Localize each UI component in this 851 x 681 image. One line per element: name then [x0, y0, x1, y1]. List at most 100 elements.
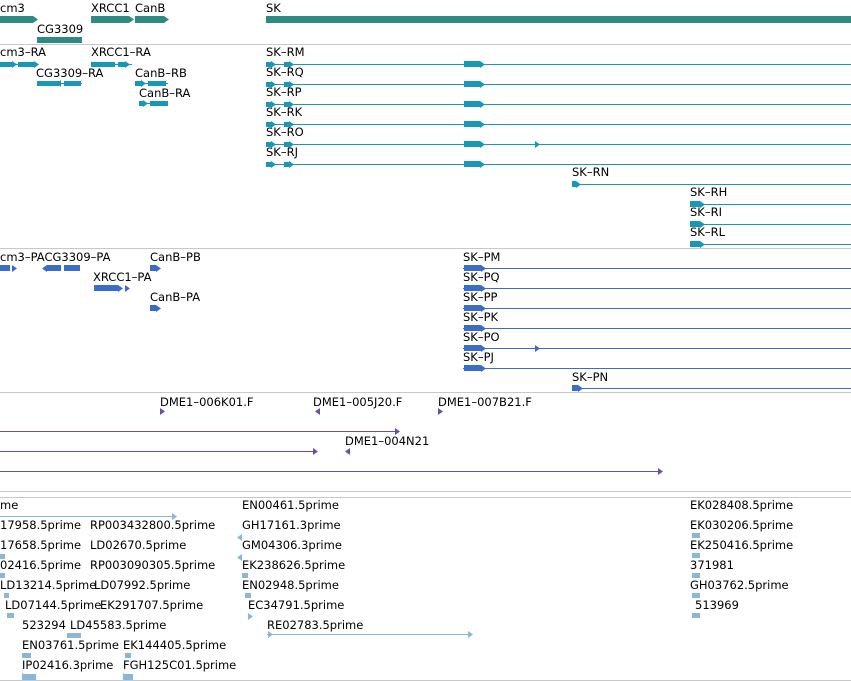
exon-block[interactable] [266, 102, 271, 107]
exon-block[interactable] [464, 81, 480, 87]
gene-label[interactable]: CanB [135, 1, 166, 15]
exon-block[interactable] [245, 593, 251, 598]
est-label[interactable]: GM04306.3prime [242, 538, 342, 552]
exon-block[interactable] [690, 241, 700, 247]
est-label[interactable]: EN03761.5prime [22, 638, 119, 652]
exon-block[interactable] [464, 265, 481, 271]
exon-block[interactable] [284, 102, 289, 107]
exon-block[interactable] [9, 613, 14, 618]
est-label[interactable]: EK030206.5prime [690, 518, 794, 532]
transcript-label[interactable]: CG3309–RA [36, 66, 104, 80]
est-label[interactable]: me [0, 498, 19, 512]
exon-block[interactable] [0, 554, 5, 559]
exon-block[interactable] [572, 181, 576, 187]
exon-block[interactable] [690, 221, 700, 227]
exon-block[interactable] [22, 674, 36, 680]
protein-label[interactable]: CanB–PB [150, 250, 201, 264]
gene-glyph[interactable] [0, 16, 33, 23]
transcript-label[interactable]: SK–RP [266, 85, 302, 99]
gene-glyph[interactable] [266, 16, 851, 23]
clone-label[interactable]: DME1–005J20.F [313, 395, 403, 409]
transcript-label[interactable]: cm3–RA [0, 45, 46, 59]
est-label[interactable]: EK028408.5prime [690, 498, 794, 512]
gene-glyph[interactable] [37, 37, 82, 43]
protein-label[interactable]: cm3–PACG3309–PA [0, 250, 111, 264]
gene-label[interactable]: XRCC1 [91, 1, 130, 15]
protein-label[interactable]: SK–PK [463, 310, 499, 324]
protein-label[interactable]: CanB–PA [150, 290, 201, 304]
est-label[interactable]: EN00461.5prime [242, 498, 339, 512]
exon-block[interactable] [692, 593, 700, 598]
exon-block[interactable] [692, 553, 700, 558]
exon-block[interactable] [284, 62, 289, 67]
exon-block[interactable] [0, 573, 5, 578]
exon-block[interactable] [464, 161, 480, 167]
exon-block[interactable] [266, 82, 271, 87]
est-label[interactable]: 17658.5prime [0, 538, 82, 552]
est-label[interactable]: EK144405.5prime [123, 638, 227, 652]
exon-block[interactable] [284, 82, 289, 87]
gene-glyph[interactable] [91, 16, 129, 23]
clone-label[interactable]: DME1–004N21 [345, 434, 430, 448]
transcript-label[interactable]: SK–RJ [266, 145, 298, 159]
est-label[interactable]: LD02670.5prime [90, 538, 187, 552]
transcript-label[interactable]: CanB–RA [139, 86, 191, 100]
exon-block[interactable] [47, 265, 61, 271]
est-label[interactable]: 523294 [22, 618, 66, 632]
exon-block[interactable] [464, 325, 481, 331]
est-label[interactable]: RP003090305.5prime [90, 558, 216, 572]
est-label[interactable]: EK238626.5prime [242, 558, 346, 572]
exon-block[interactable] [242, 573, 248, 578]
exon-block[interactable] [464, 285, 481, 291]
transcript-label[interactable]: SK–RN [572, 165, 610, 179]
exon-block[interactable] [464, 101, 480, 107]
exon-block[interactable] [464, 345, 481, 351]
exon-block[interactable] [67, 633, 81, 638]
exon-block[interactable] [94, 285, 118, 291]
transcript-label[interactable]: SK–RH [690, 185, 728, 199]
exon-block[interactable] [284, 142, 289, 147]
gene-label[interactable]: SK [266, 1, 281, 15]
clone-label[interactable]: DME1–006K01.F [160, 395, 254, 409]
est-label[interactable]: GH03762.5prime [690, 578, 789, 592]
exon-block[interactable] [150, 265, 156, 271]
gene-label[interactable]: CG3309 [37, 22, 84, 36]
exon-block[interactable] [464, 141, 480, 147]
exon-block[interactable] [464, 365, 481, 371]
exon-block[interactable] [22, 653, 31, 658]
est-label[interactable]: FGH125C01.5prime [123, 658, 237, 672]
exon-block[interactable] [4, 593, 9, 598]
protein-label[interactable]: SK–PN [572, 370, 609, 384]
est-label[interactable]: RP003432800.5prime [90, 518, 216, 532]
est-label[interactable]: EK250416.5prime [690, 538, 794, 552]
transcript-label[interactable]: CanB–RB [135, 66, 187, 80]
exon-block[interactable] [64, 265, 80, 271]
exon-block[interactable] [266, 162, 271, 167]
est-label[interactable]: 371981 [690, 558, 734, 572]
exon-block[interactable] [123, 674, 133, 680]
exon-block[interactable] [284, 162, 289, 167]
protein-label[interactable]: XRCC1–PA [93, 270, 152, 284]
transcript-label[interactable]: SK–RK [266, 105, 303, 119]
exon-block[interactable] [125, 653, 131, 658]
transcript-label[interactable]: XRCC1–RA [91, 45, 151, 59]
est-label[interactable]: EK291707.5prime [100, 598, 204, 612]
gene-label[interactable]: cm3 [0, 1, 25, 15]
exon-block[interactable] [464, 305, 481, 311]
est-label[interactable]: 02416.5prime [0, 558, 82, 572]
exon-block[interactable] [266, 122, 271, 127]
exon-block[interactable] [464, 121, 480, 127]
transcript-label[interactable]: SK–RI [690, 205, 722, 219]
transcript-label[interactable]: SK–RO [266, 125, 304, 139]
exon-block[interactable] [0, 265, 10, 271]
transcript-label[interactable]: SK–RL [690, 225, 725, 239]
est-label[interactable]: GH17161.3prime [242, 518, 341, 532]
est-label[interactable]: EC34791.5prime [248, 598, 345, 612]
exon-block[interactable] [692, 573, 700, 578]
exon-block[interactable] [690, 201, 700, 207]
transcript-label[interactable]: SK–RQ [266, 65, 304, 79]
exon-block[interactable] [692, 533, 700, 538]
protein-label[interactable]: SK–PO [463, 330, 500, 344]
protein-label[interactable]: SK–PJ [463, 350, 494, 364]
protein-label[interactable]: SK–PP [463, 290, 498, 304]
